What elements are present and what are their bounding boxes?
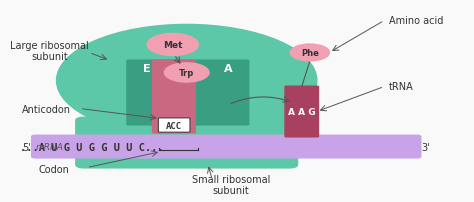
- FancyBboxPatch shape: [284, 86, 319, 138]
- Text: ...A U G U G G U U C...: ...A U G U G G U U C...: [19, 142, 163, 152]
- Text: 5': 5': [22, 142, 31, 152]
- Circle shape: [291, 45, 329, 62]
- FancyBboxPatch shape: [152, 60, 196, 134]
- Text: Large ribosomal
subunit: Large ribosomal subunit: [10, 40, 89, 62]
- Text: ACC: ACC: [166, 121, 182, 130]
- FancyBboxPatch shape: [126, 60, 168, 126]
- FancyBboxPatch shape: [158, 118, 190, 133]
- FancyBboxPatch shape: [166, 60, 210, 126]
- Text: Amino acid: Amino acid: [389, 16, 443, 26]
- Text: Trp: Trp: [179, 69, 194, 78]
- Text: Anticodon: Anticodon: [22, 104, 71, 114]
- Text: tRNA: tRNA: [389, 82, 414, 92]
- Circle shape: [56, 25, 317, 137]
- FancyBboxPatch shape: [208, 60, 249, 126]
- Text: Phe: Phe: [301, 49, 319, 58]
- Text: A A G: A A G: [288, 107, 316, 116]
- Text: Small ribosomal
subunit: Small ribosomal subunit: [191, 174, 270, 195]
- Circle shape: [164, 64, 209, 83]
- FancyBboxPatch shape: [75, 117, 298, 169]
- Text: P: P: [184, 64, 192, 74]
- Text: Codon: Codon: [39, 164, 70, 174]
- Text: E: E: [143, 64, 151, 74]
- Text: 3': 3': [421, 142, 430, 152]
- Text: Met: Met: [163, 41, 182, 50]
- Circle shape: [147, 34, 198, 56]
- FancyBboxPatch shape: [31, 135, 421, 159]
- Text: A: A: [224, 64, 233, 74]
- Text: mRNA: mRNA: [36, 142, 64, 151]
